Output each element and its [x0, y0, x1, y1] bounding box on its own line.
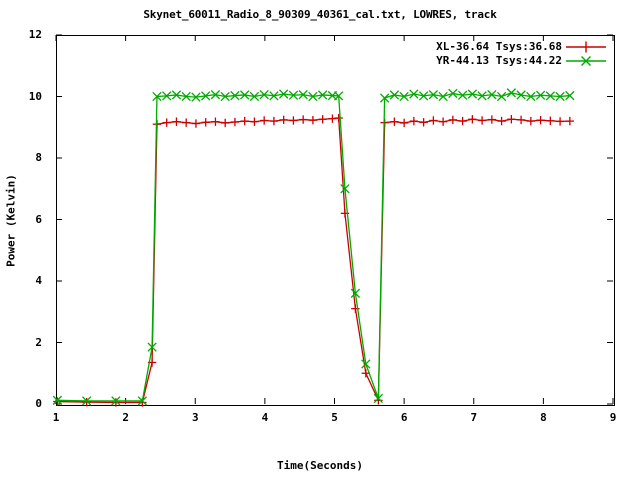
plot-area	[56, 35, 615, 406]
x-tick-label: 3	[191, 411, 199, 424]
legend-label-yr: YR-44.13 Tsys:44.22	[436, 54, 562, 67]
chart-legend: XL-36.64 Tsys:36.68 YR-44.13 Tsys:44.22	[418, 40, 608, 68]
y-tick-label: 4	[35, 274, 42, 287]
legend-entry-yr: YR-44.13 Tsys:44.22	[418, 54, 608, 68]
x-tick-label: 9	[609, 411, 617, 424]
chart-title: Skynet_60011_Radio_8_90309_40361_cal.txt…	[143, 8, 497, 21]
x-tick-label: 7	[470, 411, 478, 424]
x-tick-label: 5	[331, 411, 338, 424]
y-tick-label: 8	[35, 151, 42, 164]
x-tick-label: 8	[540, 411, 547, 424]
x-tick-label: 6	[400, 411, 408, 424]
y-tick-label: 12	[28, 28, 42, 41]
legend-entry-xl: XL-36.64 Tsys:36.68	[418, 40, 608, 54]
y-tick-label: 6	[35, 212, 42, 226]
legend-swatch-xl	[566, 41, 606, 53]
x-tick-label: 1	[52, 411, 60, 424]
x-tick-label: 4	[261, 411, 269, 424]
y-tick-label: 2	[35, 335, 42, 349]
x-tick-label: 2	[122, 411, 129, 424]
legend-swatch-yr	[566, 56, 606, 66]
legend-label-xl: XL-36.64 Tsys:36.68	[436, 40, 562, 53]
y-tick-label: 0	[35, 397, 42, 410]
y-tick-label: 10	[28, 89, 42, 103]
x-axis-label: Time(Seconds)	[276, 459, 364, 472]
